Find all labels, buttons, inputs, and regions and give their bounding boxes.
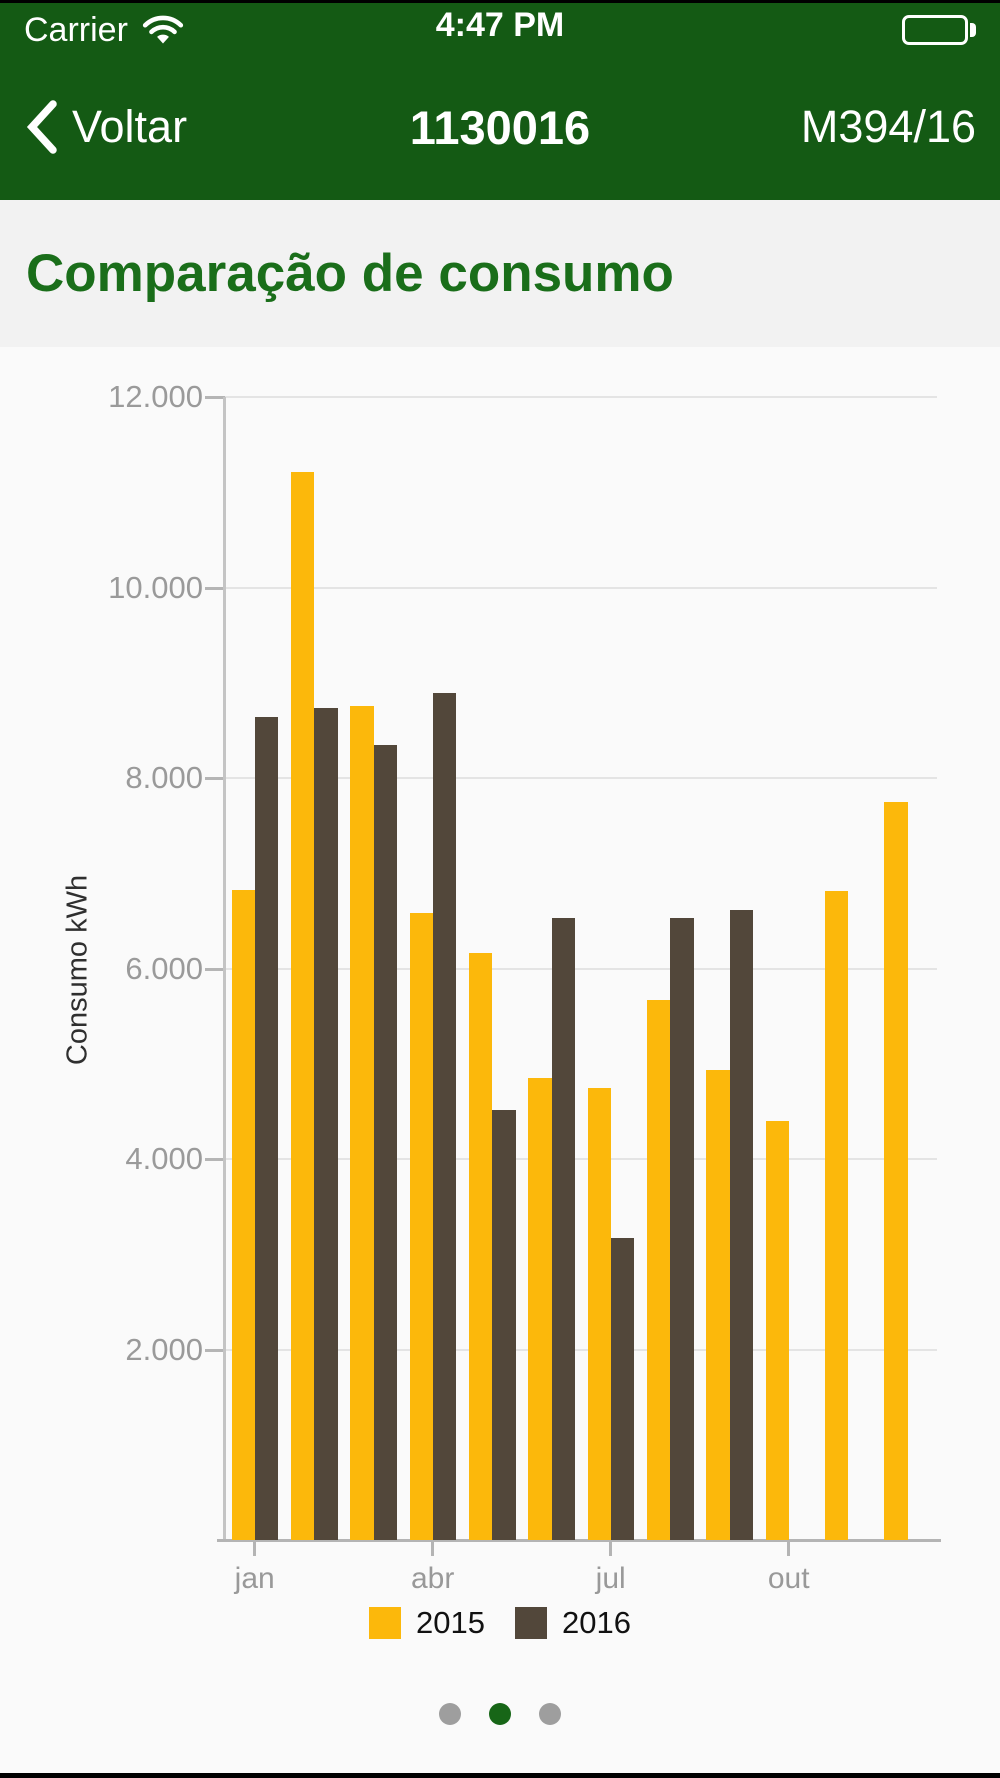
pager-dot-2-active[interactable] (489, 1703, 511, 1725)
x-tick-out (787, 1540, 791, 1556)
bar-2015-nov (824, 891, 849, 1540)
screen-top-edge (0, 0, 1000, 3)
bar-2015-jun (528, 1078, 552, 1540)
carrier-label: Carrier (24, 10, 128, 49)
y-tick-12000 (205, 396, 225, 399)
pager-dot-1[interactable] (439, 1703, 461, 1725)
bar-2016-abr (433, 693, 457, 1540)
section-heading: Comparação de consumo (26, 244, 674, 303)
section-heading-band: Comparação de consumo (0, 200, 1000, 347)
bar-2015-dez (884, 801, 908, 1540)
legend-label-2016: 2016 (562, 1605, 631, 1640)
x-axis-label-abr: abr (411, 1562, 455, 1595)
back-chevron-icon (24, 99, 60, 155)
bar-2015-jul (587, 1087, 611, 1540)
x-axis-line (217, 1539, 941, 1542)
y-tick-label: 8.000 (125, 760, 203, 795)
y-tick-label: 6.000 (125, 950, 203, 986)
back-button[interactable]: Voltar (24, 99, 187, 155)
navigation-bar: Voltar 1130016 M394/16 (0, 54, 1000, 200)
x-axis-label-jan: jan (234, 1562, 275, 1595)
bar-2016-fev (314, 707, 338, 1540)
consumption-bar-chart: Consumo kWh 2.000 4.000 6.000 8.000 10.000 12… (0, 347, 1000, 1640)
y-tick-6000 (205, 967, 225, 971)
page-indicator (0, 1703, 1000, 1725)
legend-swatch-2016 (515, 1607, 547, 1639)
clock-time: 4:47 PM (435, 6, 565, 44)
x-tick-abr (431, 1540, 435, 1556)
bar-2016-ago (670, 918, 694, 1540)
y-tick-label: 4.000 (125, 1141, 203, 1176)
bar-2015-jan (231, 890, 255, 1540)
gridline-8000 (225, 777, 937, 779)
wifi-icon (142, 13, 184, 47)
bar-2015-mar (350, 705, 374, 1540)
bar-2016-set (729, 910, 754, 1540)
bar-2015-mai (468, 953, 493, 1540)
bar-2016-jun (551, 918, 576, 1540)
status-bar: Carrier 4:47 PM (0, 0, 1000, 54)
gridline-2000 (225, 1348, 937, 1351)
y-tick-label: 2.000 (125, 1331, 203, 1367)
x-axis-label-jul: jul (595, 1562, 626, 1595)
x-tick-jul (609, 1540, 613, 1556)
bar-2016-mai (492, 1110, 516, 1540)
bar-2016-jan (255, 717, 279, 1540)
y-tick-4000 (205, 1158, 225, 1161)
legend-item-2016: 2016 (515, 1605, 631, 1641)
legend-swatch-2015 (369, 1607, 402, 1639)
battery-icon (902, 15, 976, 45)
bar-2016-mar (373, 744, 398, 1540)
gridline-10000 (225, 586, 937, 589)
y-tick-label: 12.000 (108, 379, 203, 414)
bar-2015-abr (409, 913, 433, 1540)
back-button-label: Voltar (72, 101, 188, 152)
footer (0, 1600, 1000, 1773)
bar-2015-out (765, 1120, 789, 1540)
legend-item-2015: 2015 (369, 1605, 485, 1641)
screen-bottom-edge (0, 1773, 1000, 1778)
y-tick-10000 (205, 586, 225, 590)
gridline-6000 (225, 967, 937, 970)
pager-dot-3[interactable] (539, 1703, 561, 1725)
app-header: Carrier 4:47 PM Voltar 1130016 M394/16 (0, 0, 1000, 200)
bar-2015-set (706, 1069, 730, 1540)
bar-2015-fev (290, 472, 315, 1540)
x-tick-jan (253, 1540, 257, 1556)
y-tick-label: 10.000 (108, 569, 203, 605)
bar-2015-ago (646, 999, 671, 1540)
meter-code-label: M394/16 (800, 101, 976, 152)
bar-2016-jul (611, 1238, 635, 1540)
gridline-12000 (225, 396, 937, 398)
x-axis-label-out: out (767, 1562, 810, 1595)
y-axis-line (223, 397, 226, 1542)
legend-label-2015: 2015 (416, 1605, 485, 1640)
chart-legend: 2015 2016 (0, 1603, 1000, 1643)
gridline-4000 (225, 1158, 937, 1160)
y-tick-8000 (205, 777, 225, 780)
y-tick-2000 (205, 1348, 225, 1352)
